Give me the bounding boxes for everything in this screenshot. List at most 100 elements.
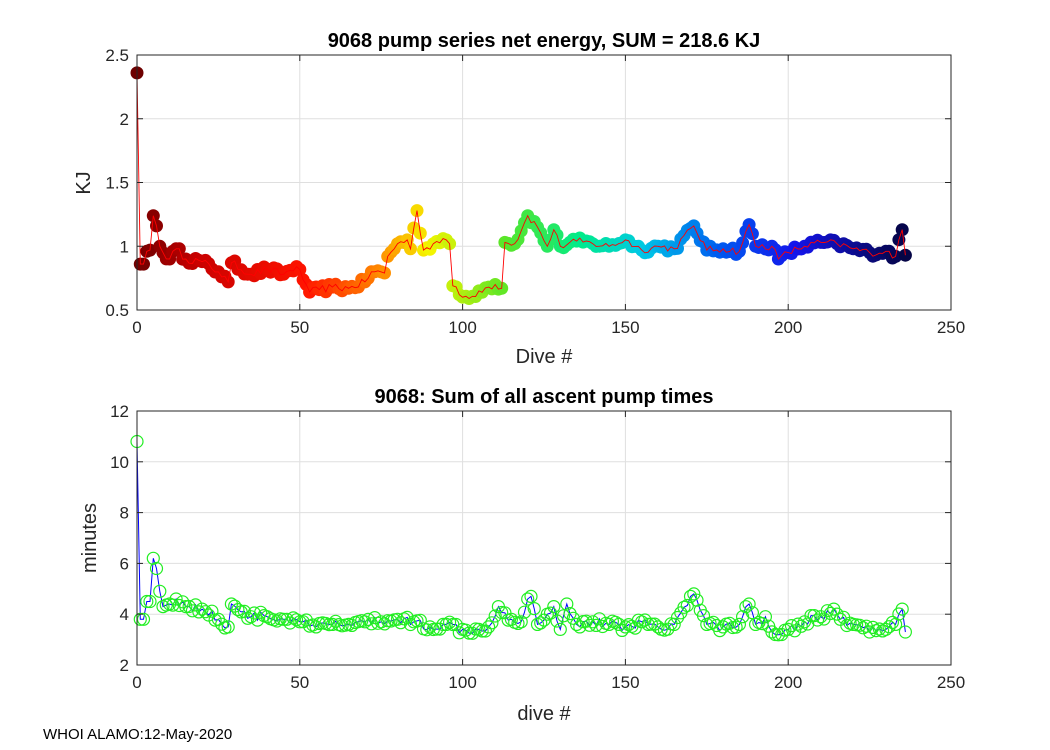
pump-time-y-tick-label: 8 xyxy=(120,504,129,523)
pump-time-data-point xyxy=(788,624,802,638)
pump-time-data-point xyxy=(215,617,229,631)
pump-time-chart-title: 9068: Sum of all ascent pump times xyxy=(375,386,714,408)
pump-time-axes-box xyxy=(136,410,952,666)
energy-x-tick-label: 100 xyxy=(448,318,476,337)
pump-time-y-tick-label: 4 xyxy=(120,605,129,624)
pump-time-data-point xyxy=(462,626,476,640)
pump-time-y-tick-label: 10 xyxy=(110,453,129,472)
pump-time-data-point xyxy=(478,624,492,638)
pump-time-data-point xyxy=(189,598,203,612)
pump-time-data-point xyxy=(475,624,489,638)
pump-time-data-point xyxy=(569,617,584,632)
pump-time-data-point xyxy=(840,618,854,633)
pump-time-data-point xyxy=(322,617,336,632)
energy-chart-title: 9068 pump series net energy, SUM = 218.6… xyxy=(328,30,761,52)
pump-time-x-tick-label: 150 xyxy=(611,673,639,692)
pump-time-data-point xyxy=(690,593,704,607)
pump-time-data-point xyxy=(635,615,649,629)
pump-time-data-point xyxy=(696,608,711,623)
pump-time-data-point xyxy=(758,610,773,624)
pump-time-data-point xyxy=(866,620,880,635)
pump-time-data-point xyxy=(592,612,607,626)
pump-time-data-point xyxy=(527,601,541,616)
pump-time-y-tick-label: 2 xyxy=(120,656,129,675)
pump-time-data-point xyxy=(400,610,414,625)
pump-time-x-axis-label: dive # xyxy=(517,703,571,725)
pump-time-data-point xyxy=(250,613,265,627)
energy-x-axis-label: Dive # xyxy=(516,346,574,368)
pump-time-data-point xyxy=(296,615,310,629)
pump-time-data-point xyxy=(755,616,769,631)
pump-time-data-point xyxy=(169,592,183,606)
pump-time-data-point xyxy=(504,612,518,626)
pump-time-data-point xyxy=(524,589,538,604)
energy-ticks: 0 50 100 150 200 250 0.5 1 1.5 2 2.5 xyxy=(105,46,965,337)
pump-time-data-point xyxy=(452,626,466,640)
pump-time-data-point xyxy=(732,617,747,632)
pump-time-data-point xyxy=(182,599,196,614)
pump-time-data-point xyxy=(140,594,154,609)
pump-time-data-point xyxy=(748,617,763,632)
pump-time-data-point xyxy=(254,605,268,619)
pump-time-data-point xyxy=(553,622,567,637)
pump-time-y-tick-label: 12 xyxy=(110,402,129,421)
pump-time-data-point xyxy=(618,620,633,634)
pump-time-data-point xyxy=(289,613,304,627)
pump-time-data-point xyxy=(882,620,896,634)
energy-data-point xyxy=(898,248,912,262)
pump-time-data-point xyxy=(459,623,473,637)
pump-time-data-point xyxy=(221,620,235,634)
pump-time-data-point xyxy=(853,618,867,632)
pump-time-data-point xyxy=(364,617,378,631)
pump-time-data-point xyxy=(247,606,261,620)
pump-time-data-point xyxy=(742,597,756,611)
pump-time-data-point xyxy=(172,598,186,613)
pump-time-data-point xyxy=(560,597,574,611)
energy-line-path xyxy=(136,72,906,300)
pump-time-markers xyxy=(130,434,913,642)
pump-time-data-point xyxy=(677,600,691,614)
pump-time-data-point xyxy=(237,604,251,619)
energy-y-tick-label: 1.5 xyxy=(105,174,129,193)
pump-time-data-point xyxy=(810,613,825,627)
pump-time-data-point xyxy=(270,614,284,628)
pump-time-data-point xyxy=(898,625,913,639)
pump-time-data-point xyxy=(547,599,561,614)
pump-time-data-point xyxy=(667,617,681,632)
energy-markers xyxy=(130,66,912,305)
pump-time-plot-area xyxy=(137,411,951,665)
energy-y-tick-label: 2.5 xyxy=(105,46,129,65)
pump-time-data-point xyxy=(722,616,737,630)
pump-time-data-point xyxy=(205,604,219,618)
energy-axes: 0 50 100 150 200 250 0.5 1 1.5 2 2.5 9068 pump ser… xyxy=(73,30,965,368)
pump-time-data-point xyxy=(133,612,147,626)
pump-time-data-point xyxy=(361,612,375,627)
pump-time-x-tick-label: 250 xyxy=(937,673,965,692)
pump-time-data-point xyxy=(374,615,388,629)
pump-time-data-point xyxy=(325,617,339,632)
energy-x-tick-label: 250 xyxy=(937,318,965,337)
footer-credit: WHOI ALAMO:12-May-2020 xyxy=(43,726,233,743)
pump-time-data-point xyxy=(166,598,180,612)
pump-time-data-point xyxy=(423,620,437,634)
pump-time-data-point xyxy=(534,616,548,630)
pump-time-y-tick-label: 6 xyxy=(120,554,129,573)
pump-time-data-point xyxy=(885,615,900,630)
pump-time-data-point xyxy=(820,604,834,618)
pump-time-data-point xyxy=(413,613,427,627)
pump-time-data-point xyxy=(582,618,597,632)
pump-time-data-point xyxy=(146,551,160,565)
pump-time-data-point xyxy=(872,622,887,636)
pump-time-data-point xyxy=(566,611,580,625)
pump-time-data-point xyxy=(280,612,294,626)
pump-time-data-point xyxy=(612,617,626,632)
pump-time-data-point xyxy=(390,612,405,626)
pump-time-data-point xyxy=(485,616,499,630)
pump-time-data-point xyxy=(436,617,450,632)
pump-time-data-point xyxy=(306,618,320,632)
pump-time-y-axis-label: minutes xyxy=(79,503,101,573)
energy-x-tick-label: 150 xyxy=(611,318,639,337)
pump-time-x-tick-label: 50 xyxy=(290,673,309,692)
pump-time-data-point xyxy=(149,561,164,576)
pump-time-data-point xyxy=(895,602,909,616)
